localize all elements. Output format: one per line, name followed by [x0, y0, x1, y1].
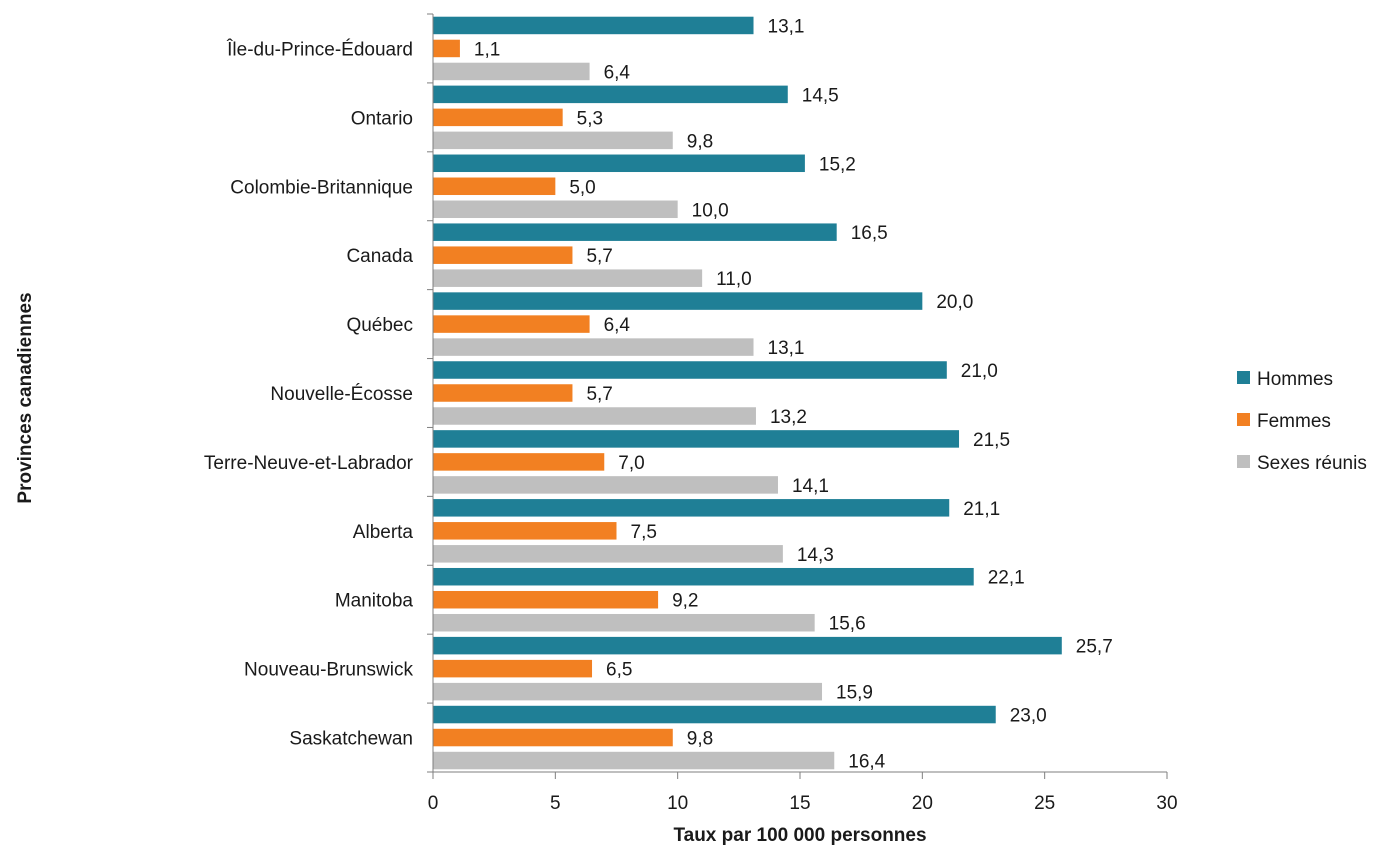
- data-label: 9,8: [687, 131, 713, 152]
- bar-femmes-7: [433, 522, 617, 540]
- data-label: 14,1: [792, 476, 829, 497]
- bar-sexes-réunis-6: [433, 476, 778, 494]
- bar-sexes-réunis-3: [433, 269, 703, 287]
- category-label: Terre-Neuve-et-Labrador: [204, 453, 414, 474]
- x-tick-label: 20: [912, 793, 933, 814]
- data-label: 21,5: [973, 430, 1010, 451]
- category-label: Nouvelle-Écosse: [270, 384, 413, 405]
- category-label: Manitoba: [335, 591, 414, 612]
- bar-femmes-9: [433, 659, 593, 678]
- legend-swatch: [1237, 371, 1250, 384]
- bar-sexes-réunis-10: [433, 751, 835, 770]
- data-label: 6,5: [606, 660, 632, 681]
- data-labels-layer: 13,1 1,1 6,4 14,5 5,3 9,8 15,2 5,0 10,0 16,5 5,7 11…: [474, 16, 1113, 772]
- category-labels-layer: Île-du-Prince-Édouard Ontario Colombie-Bri…: [204, 38, 414, 749]
- data-label: 6,4: [604, 62, 631, 83]
- data-label: 23,0: [1010, 706, 1047, 727]
- data-label: 15,2: [819, 154, 856, 175]
- data-label: 7,0: [618, 453, 644, 474]
- category-label: Canada: [346, 246, 413, 267]
- x-tick-label: 5: [550, 793, 561, 814]
- data-label: 5,3: [577, 108, 603, 129]
- x-tick-label: 15: [789, 793, 810, 814]
- category-label: Saskatchewan: [289, 729, 413, 750]
- bar-femmes-2: [433, 177, 556, 196]
- bar-hommes-8: [433, 567, 974, 586]
- data-label: 13,2: [770, 407, 807, 428]
- x-tick-label: 30: [1156, 793, 1177, 814]
- bar-femmes-5: [433, 384, 573, 402]
- legend-swatch: [1237, 455, 1250, 468]
- data-label: 16,5: [851, 223, 888, 244]
- bars-layer: [433, 16, 1062, 770]
- data-label: 15,9: [836, 683, 873, 704]
- x-axis-title: Taux par 100 000 personnes: [673, 825, 926, 846]
- data-label: 25,7: [1076, 637, 1113, 658]
- bar-femmes-3: [433, 246, 573, 264]
- bar-sexes-réunis-0: [433, 62, 590, 81]
- bar-sexes-réunis-2: [433, 200, 678, 219]
- bar-hommes-4: [433, 292, 923, 310]
- data-label: 21,0: [961, 361, 998, 382]
- axes-layer: 0 5 10 15 20 25 30: [427, 13, 1178, 814]
- bar-femmes-4: [433, 315, 590, 333]
- legend-label: Sexes réunis: [1257, 453, 1367, 474]
- legend-label: Femmes: [1257, 411, 1331, 432]
- data-label: 15,6: [829, 614, 866, 635]
- data-label: 1,1: [474, 39, 500, 60]
- data-label: 16,4: [848, 752, 885, 773]
- category-label: Alberta: [353, 522, 414, 543]
- category-label: Nouveau-Brunswick: [244, 660, 413, 681]
- bar-hommes-9: [433, 636, 1062, 655]
- category-label: Colombie-Britannique: [230, 177, 413, 198]
- category-label: Québec: [346, 315, 413, 336]
- data-label: 22,1: [988, 568, 1025, 589]
- data-label: 13,1: [768, 338, 805, 359]
- data-label: 6,4: [604, 315, 631, 336]
- data-label: 7,5: [631, 522, 657, 543]
- x-tick-label: 0: [428, 793, 439, 814]
- bar-hommes-7: [433, 499, 950, 517]
- data-label: 14,5: [802, 85, 839, 106]
- bar-hommes-3: [433, 223, 837, 241]
- data-label: 14,3: [797, 545, 834, 566]
- bar-hommes-2: [433, 154, 805, 173]
- bar-hommes-1: [433, 85, 788, 104]
- data-label: 21,1: [963, 499, 1000, 520]
- data-label: 20,0: [936, 292, 973, 313]
- legend-label: Hommes: [1257, 369, 1333, 390]
- data-label: 9,8: [687, 729, 713, 750]
- bar-femmes-0: [433, 39, 460, 58]
- bar-sexes-réunis-5: [433, 407, 756, 425]
- bar-sexes-réunis-4: [433, 338, 754, 356]
- data-label: 13,1: [768, 16, 805, 37]
- data-label: 5,0: [569, 177, 595, 198]
- bar-femmes-10: [433, 728, 673, 747]
- legend-swatch: [1237, 413, 1250, 426]
- bar-sexes-réunis-7: [433, 545, 783, 563]
- bar-sexes-réunis-9: [433, 682, 823, 701]
- bar-hommes-6: [433, 430, 960, 448]
- bar-hommes-10: [433, 705, 996, 724]
- bar-femmes-1: [433, 108, 563, 127]
- bar-femmes-8: [433, 590, 659, 609]
- data-label: 9,2: [672, 591, 698, 612]
- bar-sexes-réunis-8: [433, 613, 815, 632]
- x-tick-label: 10: [667, 793, 688, 814]
- legend: Hommes Femmes Sexes réunis: [1237, 369, 1367, 474]
- data-label: 11,0: [716, 269, 752, 290]
- bar-hommes-0: [433, 16, 754, 35]
- data-label: 10,0: [692, 200, 729, 221]
- bar-sexes-réunis-1: [433, 131, 673, 150]
- category-label: Ontario: [351, 108, 413, 129]
- data-label: 5,7: [586, 246, 612, 267]
- x-tick-label: 25: [1034, 793, 1055, 814]
- bar-femmes-6: [433, 453, 605, 471]
- bar-hommes-5: [433, 361, 947, 379]
- data-label: 5,7: [586, 384, 612, 405]
- y-axis-title: Provinces canadiennes: [15, 292, 36, 503]
- category-label: Île-du-Prince-Édouard: [226, 38, 413, 60]
